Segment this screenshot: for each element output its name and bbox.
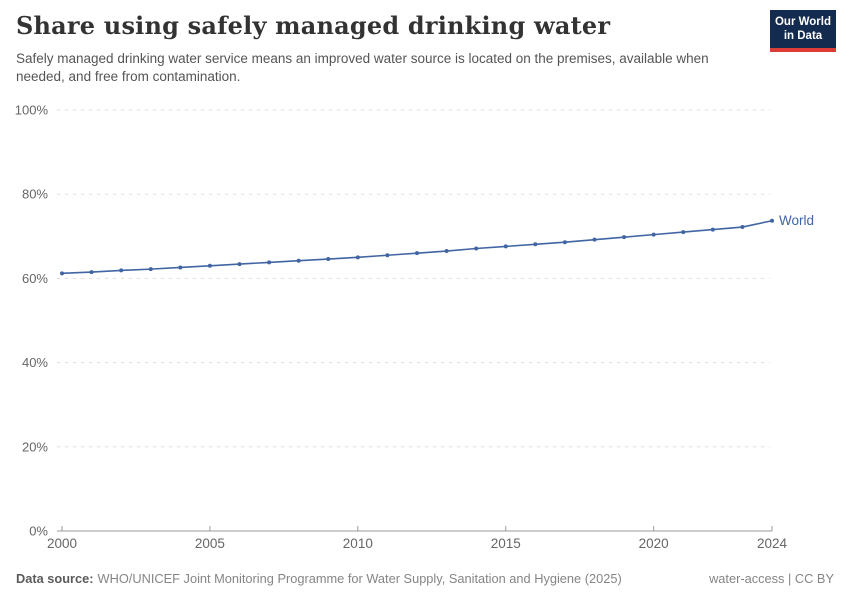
owid-logo-accent-bar [770, 47, 836, 52]
svg-text:40%: 40% [22, 355, 48, 370]
data-source: Data source: WHO/UNICEF Joint Monitoring … [16, 571, 622, 586]
svg-text:2010: 2010 [343, 536, 373, 551]
svg-text:2020: 2020 [639, 536, 669, 551]
license-note: water-access | CC BY [709, 571, 834, 586]
chart-footer: Data source: WHO/UNICEF Joint Monitoring … [16, 571, 834, 586]
svg-text:World: World [779, 213, 814, 228]
svg-text:20%: 20% [22, 439, 48, 454]
owid-logo: Our World in Data [770, 10, 836, 52]
svg-text:0%: 0% [29, 524, 48, 539]
svg-text:2024: 2024 [757, 536, 788, 551]
chart-title: Share using safely managed drinking wate… [16, 11, 611, 40]
svg-text:2015: 2015 [491, 536, 521, 551]
chart-subtitle: Safely managed drinking water service me… [16, 50, 709, 84]
svg-text:60%: 60% [22, 271, 48, 286]
chart-header: Share using safely managed drinking wate… [16, 12, 836, 86]
svg-text:80%: 80% [22, 187, 48, 202]
svg-text:100%: 100% [15, 103, 49, 118]
svg-text:2005: 2005 [195, 536, 225, 551]
owid-logo-text: Our World in Data [770, 10, 836, 48]
data-source-text: WHO/UNICEF Joint Monitoring Programme fo… [97, 571, 622, 586]
svg-text:2000: 2000 [47, 536, 77, 551]
data-source-label: Data source: [16, 571, 94, 586]
